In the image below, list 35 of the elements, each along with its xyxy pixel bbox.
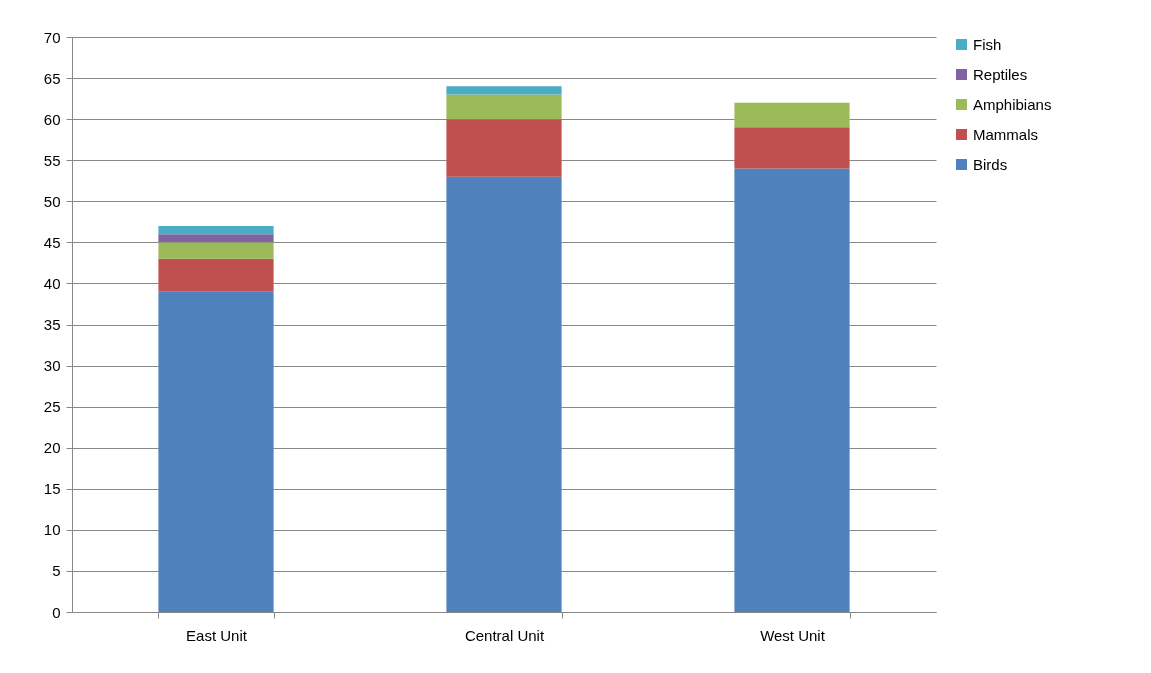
y-tick-label: 35 [43, 316, 61, 333]
bar [734, 102, 850, 128]
legend-label: Reptiles [973, 65, 1028, 83]
y-tick-label: 20 [43, 439, 61, 457]
y-tick-label: 60 [43, 110, 61, 128]
y-tick-label: 5 [52, 562, 61, 580]
y-tick-label: 40 [43, 274, 61, 292]
y-tick-label: 65 [43, 69, 61, 87]
bar [158, 291, 274, 612]
bar [446, 86, 562, 95]
x-tick-label: Central Unit [464, 626, 545, 644]
bar [446, 176, 562, 612]
y-tick-label: 25 [43, 398, 61, 416]
y-tick-label: 50 [43, 192, 61, 210]
legend-label: Amphibians [973, 95, 1052, 113]
legend-label: Mammals [973, 125, 1039, 143]
bar [158, 225, 274, 235]
y-tick-label: 30 [43, 357, 61, 375]
bar [734, 168, 850, 612]
bar [158, 258, 274, 292]
x-tick-label: East Unit [186, 626, 248, 644]
bar [446, 94, 562, 120]
legend-label: Fish [973, 35, 1002, 53]
bar [158, 234, 274, 243]
x-tick-label: West Unit [760, 626, 826, 644]
y-tick-label: 55 [43, 151, 61, 169]
y-tick-label: 0 [52, 603, 61, 621]
y-tick-label: 45 [43, 233, 61, 251]
legend-label: Birds [973, 155, 1008, 173]
y-tick-label: 70 [43, 28, 61, 46]
bar [158, 242, 274, 259]
y-tick-label: 15 [43, 480, 61, 498]
bar [734, 127, 850, 169]
bar [446, 119, 562, 177]
y-tick-label: 10 [43, 521, 61, 539]
